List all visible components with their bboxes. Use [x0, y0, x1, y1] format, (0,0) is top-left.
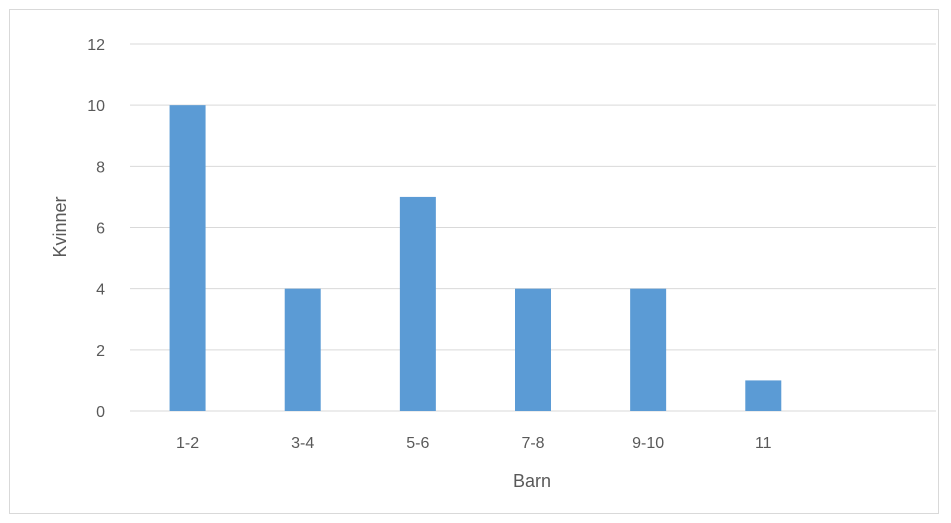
- gridlines: [130, 43, 936, 412]
- y-tick-label: 2: [96, 343, 105, 360]
- chart-frame: [9, 9, 939, 514]
- bars: [169, 105, 782, 412]
- bar-5-6: [399, 196, 436, 411]
- y-axis-ticks: 0 2 4 6 8 10 12: [87, 37, 105, 421]
- y-tick-label: 6: [96, 221, 105, 238]
- x-axis-label: Barn: [513, 471, 551, 491]
- y-tick-label: 10: [87, 98, 105, 115]
- x-tick-label: 3-4: [291, 435, 314, 452]
- bar-11: [745, 380, 782, 411]
- x-axis-ticks: 1-2 3-4 5-6 7-8 9-10 11: [176, 435, 772, 452]
- y-tick-label: 0: [96, 404, 105, 421]
- x-tick-label: 11: [755, 435, 772, 452]
- x-tick-label: 1-2: [176, 435, 199, 452]
- bar-3-4: [284, 288, 321, 411]
- x-tick-label: 7-8: [521, 435, 544, 452]
- y-tick-label: 4: [96, 282, 105, 299]
- y-tick-label: 8: [96, 159, 105, 176]
- x-tick-label: 9-10: [632, 435, 664, 452]
- bar-9-10: [630, 288, 667, 411]
- x-tick-label: 5-6: [406, 435, 429, 452]
- bar-1-2: [169, 105, 206, 412]
- y-tick-label: 12: [87, 37, 105, 54]
- bar-7-8: [515, 288, 551, 411]
- y-axis-label: Kvinner: [50, 196, 70, 257]
